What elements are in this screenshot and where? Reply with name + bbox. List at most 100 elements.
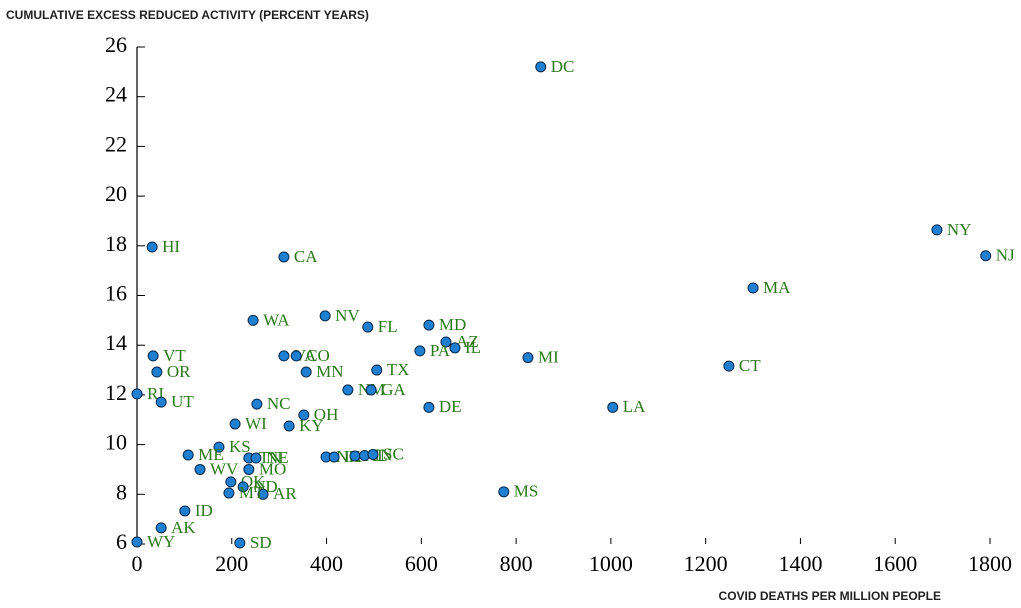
point xyxy=(342,384,354,396)
point-label: AR xyxy=(273,484,297,503)
point-label: OH xyxy=(314,405,339,424)
point xyxy=(155,396,167,408)
point-label: MS xyxy=(514,482,539,501)
point xyxy=(213,441,225,453)
y-tick-label: 24 xyxy=(105,82,127,107)
point-label: WV xyxy=(210,459,239,478)
point-label: NC xyxy=(267,394,291,413)
point xyxy=(367,449,379,461)
point xyxy=(414,345,426,357)
point-label: MD xyxy=(439,315,466,334)
point xyxy=(440,336,452,348)
point-label: TN xyxy=(259,448,282,467)
point-label: GA xyxy=(381,380,406,399)
point-label: LA xyxy=(623,397,646,416)
point xyxy=(319,310,331,322)
point xyxy=(151,366,163,378)
point-label: IN xyxy=(374,445,392,464)
point-label: HI xyxy=(162,237,180,256)
point xyxy=(131,388,143,400)
x-tick-label: 1400 xyxy=(778,551,822,576)
chart-title: CUMULATIVE EXCESS REDUCED ACTIVITY (PERC… xyxy=(6,8,369,22)
x-tick-label: 1800 xyxy=(968,551,1012,576)
point xyxy=(147,350,159,362)
point xyxy=(247,314,259,326)
point xyxy=(300,366,312,378)
point-label: TX xyxy=(387,360,410,379)
point xyxy=(182,449,194,461)
point-label: PA xyxy=(430,341,451,360)
point xyxy=(250,452,262,464)
point-label: MA xyxy=(763,278,791,297)
point-label: VT xyxy=(163,346,186,365)
point-label: WA xyxy=(263,310,290,329)
x-tick-label: 0 xyxy=(132,551,143,576)
point xyxy=(498,486,510,498)
point xyxy=(278,251,290,263)
y-tick-label: 16 xyxy=(105,281,127,306)
point-label: NV xyxy=(335,306,360,325)
point xyxy=(535,61,547,73)
point xyxy=(234,537,246,549)
point-label: CA xyxy=(294,247,318,266)
point xyxy=(146,241,158,253)
point xyxy=(243,463,255,475)
x-tick-label: 400 xyxy=(310,551,343,576)
point xyxy=(607,401,619,413)
y-tick-label: 26 xyxy=(105,32,127,57)
point xyxy=(931,224,943,236)
point xyxy=(349,450,361,462)
point xyxy=(223,487,235,499)
y-tick-label: 10 xyxy=(105,430,127,455)
x-tick-label: 1000 xyxy=(589,551,633,576)
point-label: OR xyxy=(167,362,191,381)
x-axis-title: COVID DEATHS PER MILLION PEOPLE xyxy=(719,589,941,603)
point xyxy=(365,384,377,396)
point-label: DE xyxy=(439,397,462,416)
point xyxy=(225,476,237,488)
point xyxy=(747,282,759,294)
point-label: KY xyxy=(299,416,324,435)
point xyxy=(194,463,206,475)
point-label: UT xyxy=(171,392,194,411)
point xyxy=(723,360,735,372)
point xyxy=(290,350,302,362)
point-label: MO xyxy=(259,459,286,478)
x-tick-label: 600 xyxy=(405,551,438,576)
point xyxy=(362,321,374,333)
point xyxy=(283,420,295,432)
point xyxy=(449,342,461,354)
x-tick-label: 1200 xyxy=(684,551,728,576)
point-label: NJ xyxy=(996,246,1015,265)
x-tick-label: 800 xyxy=(500,551,533,576)
point-label: MT xyxy=(239,483,265,502)
x-tick-label: 200 xyxy=(215,551,248,576)
point xyxy=(229,418,241,430)
point-label: AK xyxy=(171,518,196,537)
point xyxy=(980,250,992,262)
y-tick-label: 22 xyxy=(105,131,127,156)
point xyxy=(423,319,435,331)
y-tick-label: 14 xyxy=(105,330,127,355)
point-label: CO xyxy=(306,346,330,365)
point-label: NY xyxy=(947,220,972,239)
point-label: WI xyxy=(245,414,267,433)
y-tick-label: 6 xyxy=(116,529,127,554)
point xyxy=(237,481,249,493)
point xyxy=(131,536,143,548)
point xyxy=(423,401,435,413)
point xyxy=(179,505,191,517)
point xyxy=(257,488,269,500)
point-label: KS xyxy=(229,437,251,456)
point-label: DC xyxy=(551,57,575,76)
point-label: CT xyxy=(739,356,761,375)
x-tick-label: 1600 xyxy=(873,551,917,576)
y-tick-label: 8 xyxy=(116,479,127,504)
point-label: SC xyxy=(383,444,404,463)
y-tick-label: 12 xyxy=(105,380,127,405)
point-label: MI xyxy=(538,348,559,367)
y-tick-label: 20 xyxy=(105,181,127,206)
point xyxy=(522,352,534,364)
point xyxy=(371,364,383,376)
